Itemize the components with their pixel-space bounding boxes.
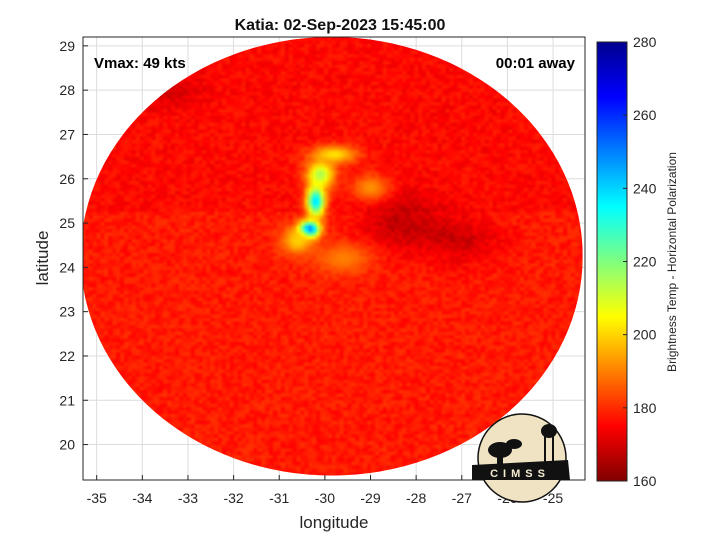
y-tick-label: 27 [59, 126, 75, 142]
colorbar-tick-label: 200 [633, 327, 657, 343]
colorbar [596, 41, 628, 482]
y-tick-label: 22 [59, 348, 75, 364]
time-offset-annotation: 00:01 away [496, 55, 576, 72]
y-axis-ticks: 20 21 22 23 24 25 26 27 28 29 [59, 38, 88, 453]
y-tick-label: 21 [59, 392, 75, 408]
colorbar-tick-label: 220 [633, 254, 657, 270]
x-axis-label: longitude [299, 513, 368, 532]
x-tick-label: -35 [87, 490, 107, 506]
x-tick-label: -27 [452, 490, 472, 506]
colorbar-tick-label: 160 [633, 473, 657, 489]
x-tick-label: -28 [406, 490, 426, 506]
x-tick-label: -31 [269, 490, 289, 506]
y-tick-label: 20 [59, 437, 75, 453]
colorbar-tick-label: 180 [633, 400, 657, 416]
x-tick-label: -32 [223, 490, 243, 506]
x-tick-label: -34 [132, 490, 152, 506]
satellite-dish-icon [488, 439, 522, 466]
colorbar-label: Brightness Temp - Horizontal Polarizatio… [665, 152, 679, 372]
water-tower-icon [541, 424, 557, 462]
y-tick-label: 25 [59, 215, 75, 231]
colorbar-tick-label: 240 [633, 180, 657, 196]
y-tick-label: 23 [59, 304, 75, 320]
y-tick-label: 26 [59, 171, 75, 187]
x-tick-label: -30 [315, 490, 335, 506]
y-axis-label: latitude [33, 231, 52, 286]
colorbar-tick-label: 260 [633, 107, 657, 123]
colorbar-tick-label: 280 [633, 34, 657, 50]
y-tick-label: 29 [59, 38, 75, 54]
vmax-annotation: Vmax: 49 kts [94, 55, 186, 72]
cimss-logo-text: CIMSS [490, 468, 550, 480]
brightness-temp-swath [83, 37, 583, 476]
x-tick-label: -29 [360, 490, 380, 506]
chart-title: Katia: 02-Sep-2023 15:45:00 [235, 17, 446, 34]
plot-frame [82, 36, 586, 481]
y-tick-label: 24 [59, 259, 75, 275]
x-tick-label: -33 [178, 490, 198, 506]
colorbar-ticks: 160 180 200 220 240 260 280 [623, 34, 657, 489]
y-tick-label: 28 [59, 82, 75, 98]
cimss-logo: CIMSS [472, 413, 570, 503]
